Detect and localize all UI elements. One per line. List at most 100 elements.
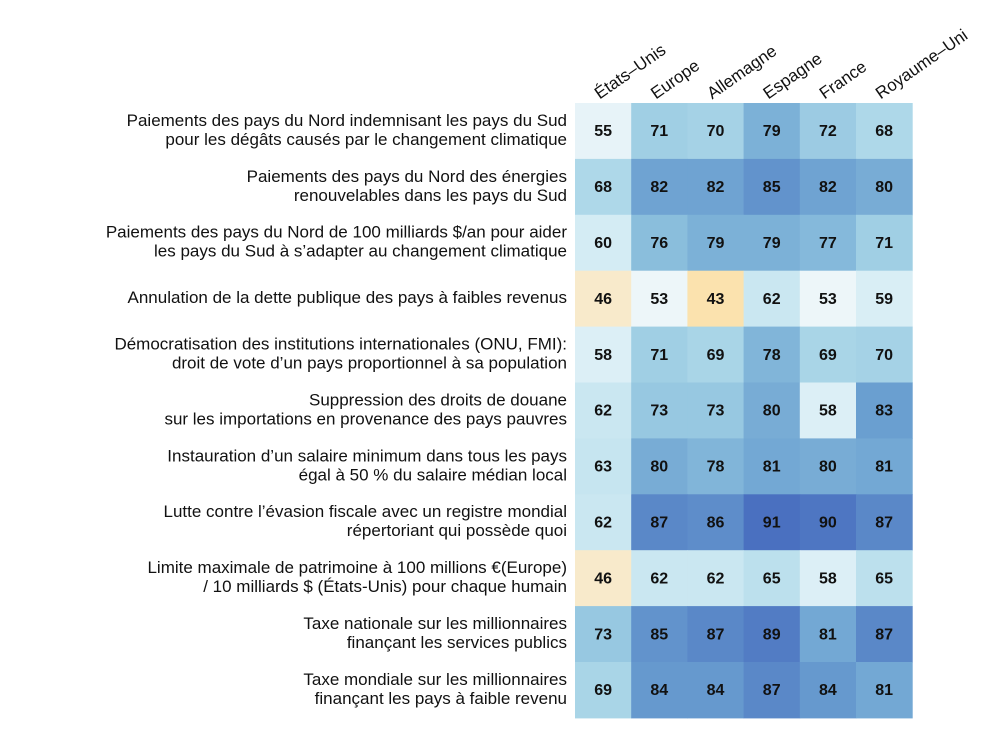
cell-value: 68: [875, 123, 893, 140]
row-label: droit de vote d’un pays proportionnel à …: [172, 354, 567, 373]
cell: [687, 270, 745, 328]
cell: [799, 438, 857, 495]
cell: [575, 158, 632, 216]
cell: [743, 270, 801, 328]
cell-value: 84: [650, 682, 668, 699]
cell: [856, 382, 913, 439]
cell-value: 43: [707, 291, 725, 308]
cell: [856, 103, 913, 160]
row-label: Démocratisation des institutions interna…: [114, 335, 567, 354]
cell: [799, 214, 857, 272]
cell-value: 63: [594, 459, 612, 476]
cell: [799, 606, 857, 663]
cell-value: 68: [594, 179, 612, 196]
cell: [799, 494, 857, 551]
row-label: Limite maximale de patrimoine à 100 mill…: [147, 558, 567, 577]
cell-value: 70: [707, 123, 725, 140]
row-label: Paiements des pays du Nord indemnisant l…: [127, 111, 567, 130]
cell: [799, 158, 857, 216]
row-label: finançant les pays à faible revenu: [315, 689, 567, 708]
cell: [575, 550, 632, 607]
cell-value: 82: [819, 179, 837, 196]
cell: [856, 158, 913, 216]
cell: [743, 103, 801, 160]
cell-value: 46: [594, 291, 612, 308]
cell-value: 58: [819, 570, 837, 587]
row-label: Taxe nationale sur les millionnaires: [303, 614, 567, 633]
cell-value: 85: [650, 626, 668, 643]
cell: [799, 550, 857, 607]
cell: [575, 214, 632, 272]
cell-value: 79: [763, 235, 781, 252]
cell-value: 81: [875, 459, 893, 476]
cell-value: 78: [763, 347, 781, 364]
cell: [631, 326, 688, 383]
row-label: Instauration d’un salaire minimum dans t…: [167, 446, 567, 465]
cell-value: 87: [763, 682, 781, 699]
row-label: Taxe mondiale sur les millionnaires: [303, 670, 567, 689]
cell: [575, 103, 632, 160]
cell-value: 82: [650, 179, 668, 196]
cell: [856, 438, 913, 495]
cell: [743, 606, 801, 663]
cell: [687, 158, 745, 216]
cell: [631, 662, 688, 719]
cell: [575, 382, 632, 439]
cell-value: 62: [650, 570, 668, 587]
cell-value: 87: [875, 626, 893, 643]
cell-value: 62: [594, 403, 612, 420]
cell: [856, 550, 913, 607]
row-label: Paiements des pays du Nord des énergies: [247, 167, 567, 186]
cell-value: 91: [763, 514, 781, 531]
cell: [856, 606, 913, 663]
cell-value: 55: [594, 123, 612, 140]
cell: [743, 158, 801, 216]
cell-value: 87: [875, 514, 893, 531]
cell-value: 77: [819, 235, 837, 252]
cell-value: 86: [707, 514, 725, 531]
cell: [743, 382, 801, 439]
cell-value: 59: [875, 291, 893, 308]
cell: [631, 158, 688, 216]
cell-value: 62: [707, 570, 725, 587]
cell: [799, 382, 857, 439]
cell: [743, 662, 801, 719]
cell-value: 87: [707, 626, 725, 643]
cell-value: 85: [763, 179, 781, 196]
cell-value: 70: [875, 347, 893, 364]
cell: [575, 270, 632, 328]
cell-value: 89: [763, 626, 781, 643]
cell-value: 80: [650, 459, 668, 476]
cell-value: 87: [650, 514, 668, 531]
cell-value: 53: [650, 291, 668, 308]
cell-value: 82: [707, 179, 725, 196]
cell-value: 46: [594, 570, 612, 587]
cell: [856, 662, 913, 719]
cell-value: 81: [875, 682, 893, 699]
cell-value: 69: [819, 347, 837, 364]
cell-value: 81: [763, 459, 781, 476]
cell: [575, 494, 632, 551]
cell: [799, 326, 857, 383]
cell: [856, 326, 913, 383]
cell: [743, 326, 801, 383]
cell-value: 69: [707, 347, 725, 364]
cell: [687, 494, 745, 551]
cell: [631, 103, 688, 160]
cell-value: 60: [594, 235, 612, 252]
cell: [799, 270, 857, 328]
row-label: Suppression des droits de douane: [309, 390, 567, 409]
cell-value: 62: [594, 514, 612, 531]
cell-value: 90: [819, 514, 837, 531]
row-label: sur les importations en provenance des p…: [164, 409, 567, 428]
cell: [743, 214, 801, 272]
column-label: Royaume–Uni: [872, 26, 971, 103]
cell: [856, 214, 913, 272]
cell: [687, 103, 745, 160]
row-label: pour les dégâts causés par le changement…: [165, 130, 567, 149]
cell-value: 80: [875, 179, 893, 196]
cell: [743, 550, 801, 607]
cell-value: 84: [819, 682, 837, 699]
cell: [631, 550, 688, 607]
cell: [687, 606, 745, 663]
